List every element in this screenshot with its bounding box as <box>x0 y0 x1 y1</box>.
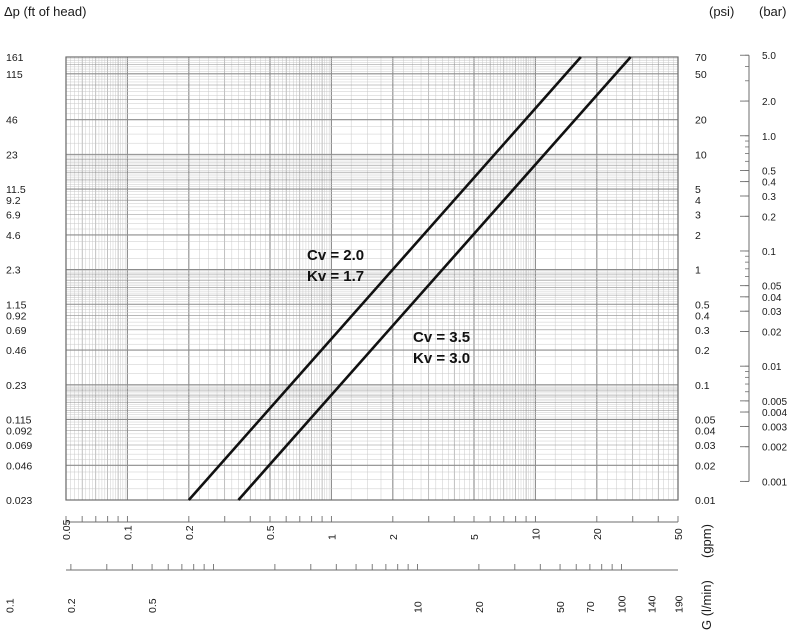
gpm-tick-label: 10 <box>530 528 542 540</box>
lpm-tick-label: 20 <box>474 601 486 613</box>
bar-tick-label: 0.02 <box>762 328 782 339</box>
bar-axis-title: (bar) <box>759 4 786 19</box>
psi-tick-label: 0.5 <box>695 299 710 311</box>
chart-series <box>187 56 632 501</box>
bar-tick-label: 0.2 <box>762 212 776 223</box>
lpm-tick-label: 140 <box>646 595 658 613</box>
gpm-tick-label: 0.1 <box>122 525 134 540</box>
psi-tick-label: 0.03 <box>695 440 716 452</box>
ft-tick-label: 1.15 <box>6 299 27 311</box>
psi-tick-label: 0.05 <box>695 414 716 426</box>
bar-tick-label: 0.002 <box>762 443 787 454</box>
gpm-axis-title: (gpm) <box>699 524 714 558</box>
ft-tick-label: 0.69 <box>6 325 27 337</box>
lpm-tick-label: 10 <box>412 601 424 613</box>
bar-tick-label: 0.005 <box>762 397 787 408</box>
lpm-tick-label: 50 <box>555 601 567 613</box>
bar-tick-label: 0.03 <box>762 307 782 318</box>
plot-border <box>65 56 679 501</box>
psi-tick-label: 70 <box>695 52 707 64</box>
gpm-tick-label: 2 <box>388 534 400 540</box>
ft-tick-label: 0.92 <box>6 310 27 322</box>
ft-tick-label: 0.46 <box>6 345 27 357</box>
psi-tick-label: 3 <box>695 210 701 222</box>
ft-tick-label: 9.2 <box>6 195 21 207</box>
gpm-tick-label: 0.05 <box>61 519 73 540</box>
bar-tick-label: 0.04 <box>762 293 782 304</box>
psi-tick-label: 0.1 <box>695 380 710 392</box>
bar-tick-label: 0.05 <box>762 282 782 293</box>
ft-tick-label: 115 <box>6 69 23 81</box>
ft-tick-label: 11.5 <box>6 184 26 196</box>
bar-tick-label: 0.1 <box>762 247 776 258</box>
series-1-annotation-kv: Kv = 1.7 <box>307 268 364 285</box>
chart-labels: Δp (ft of head) (psi) (bar) (gpm) G (l/m… <box>4 4 786 630</box>
bar-tick-label: 1.0 <box>762 132 776 143</box>
ft-tick-label: 0.23 <box>6 380 27 392</box>
ft-tick-label: 0.092 <box>6 426 32 438</box>
psi-tick-label: 0.02 <box>695 460 716 472</box>
ft-tick-label: 0.023 <box>6 495 32 507</box>
ft-tick-label: 46 <box>6 115 18 127</box>
ft-tick-label: 4.6 <box>6 230 21 242</box>
ft-tick-label: 23 <box>6 149 18 161</box>
lpm-tick-label: 0.1 <box>4 598 16 613</box>
ft-tick-label: 0.046 <box>6 460 32 472</box>
lpm-tick-label: 70 <box>585 601 597 613</box>
lpm-axis-title: G (l/min) <box>699 580 714 630</box>
series-1-annotation-cv: Cv = 2.0 <box>307 247 364 264</box>
series-2-annotation-kv: Kv = 3.0 <box>413 350 470 367</box>
ft-tick-label: 161 <box>6 52 24 64</box>
lpm-tick-label: 190 <box>673 595 685 613</box>
gpm-tick-label: 0.2 <box>184 525 196 540</box>
gpm-tick-label: 50 <box>673 528 685 540</box>
left-axis-title: Δp (ft of head) <box>4 4 86 19</box>
bar-tick-label: 0.003 <box>762 422 787 433</box>
gpm-tick-label: 0.5 <box>265 525 277 540</box>
chart-axes <box>65 54 750 571</box>
ft-tick-label: 0.115 <box>6 414 32 426</box>
psi-tick-label: 20 <box>695 115 707 127</box>
lpm-tick-label: 0.2 <box>66 598 78 613</box>
psi-tick-label: 0.04 <box>695 426 716 438</box>
lpm-tick-label: 0.5 <box>147 598 159 613</box>
gpm-tick-label: 20 <box>592 528 604 540</box>
lpm-tick-label: 100 <box>616 595 628 613</box>
psi-tick-label: 2 <box>695 230 701 242</box>
chart-grid <box>65 56 679 501</box>
psi-tick-label: 10 <box>695 149 707 161</box>
series-line-1 <box>187 56 582 501</box>
bar-tick-label: 0.004 <box>762 408 787 419</box>
bar-tick-label: 0.01 <box>762 362 782 373</box>
bar-tick-label: 0.5 <box>762 166 776 177</box>
bar-tick-label: 0.001 <box>762 477 787 488</box>
ft-tick-label: 2.3 <box>6 265 21 277</box>
psi-tick-label: 0.3 <box>695 325 710 337</box>
gpm-tick-label: 1 <box>326 534 338 540</box>
psi-tick-label: 50 <box>695 69 707 81</box>
chart-tick-labels: 161115462311.59.26.94.62.31.150.920.690.… <box>4 51 787 613</box>
series-line-2 <box>237 56 632 501</box>
bar-tick-label: 5.0 <box>762 51 776 62</box>
psi-tick-label: 4 <box>695 195 701 207</box>
psi-axis-title: (psi) <box>709 4 734 19</box>
bar-tick-label: 2.0 <box>762 97 776 108</box>
bar-tick-label: 0.4 <box>762 178 776 189</box>
psi-tick-label: 0.2 <box>695 345 710 357</box>
bar-tick-label: 0.3 <box>762 192 776 203</box>
psi-tick-label: 1 <box>695 265 701 277</box>
psi-tick-label: 0.01 <box>695 495 716 507</box>
series-2-annotation-cv: Cv = 3.5 <box>413 329 470 346</box>
ft-tick-label: 6.9 <box>6 210 21 222</box>
gpm-tick-label: 5 <box>469 534 481 540</box>
psi-tick-label: 0.4 <box>695 310 710 322</box>
psi-tick-label: 5 <box>695 184 701 196</box>
ft-tick-label: 0.069 <box>6 440 32 452</box>
